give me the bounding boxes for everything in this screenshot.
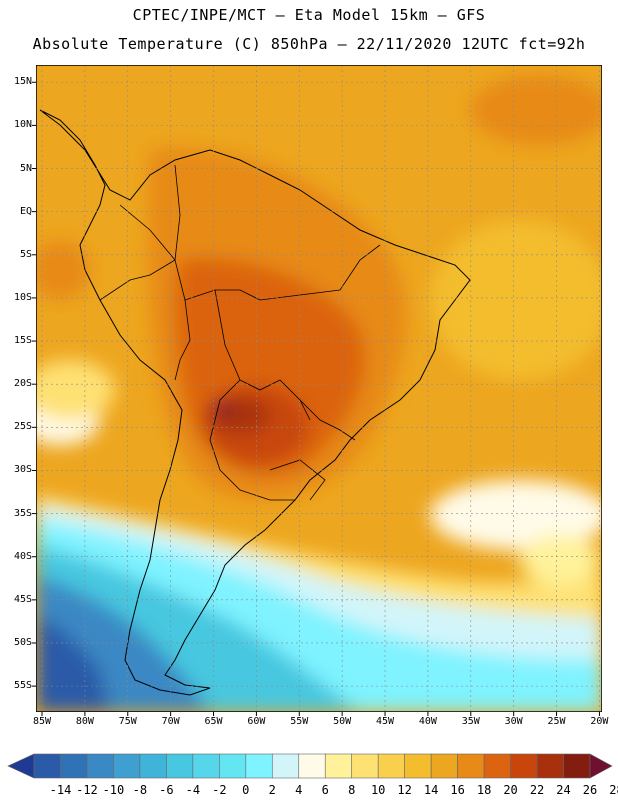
colorbar-swatch — [113, 753, 141, 779]
lat-label: 10S — [13, 291, 32, 303]
lon-label: 75W — [118, 716, 137, 727]
colorbar-label: 6 — [321, 783, 329, 797]
colorbar-label: -8 — [132, 783, 148, 797]
colorbar-label: 14 — [423, 783, 439, 797]
colorbar-swatch — [192, 753, 220, 779]
lat-label: 50S — [13, 636, 32, 648]
colorbar-label: 12 — [397, 783, 412, 797]
colorbar-label: -10 — [102, 783, 125, 797]
colorbar-label: 0 — [242, 783, 250, 797]
colorbar-swatch — [457, 753, 485, 779]
lon-label: 40W — [418, 716, 437, 727]
lat-label: 30S — [13, 464, 32, 476]
colorbar-under-arrow — [7, 753, 35, 779]
lat-label: 55S — [13, 680, 32, 692]
colorbar-label: -14 — [49, 783, 72, 797]
lon-label: 70W — [161, 716, 180, 727]
colorbar-swatch — [563, 753, 591, 779]
colorbar-label: 28 — [609, 783, 618, 797]
colorbar-swatch — [33, 753, 61, 779]
lon-label: 20W — [590, 716, 609, 727]
colorbar-label: 8 — [348, 783, 356, 797]
lat-label: 10N — [13, 119, 32, 131]
title-line-1: CPTEC/INPE/MCT – Eta Model 15km – GFS — [132, 6, 486, 24]
lon-label: 60W — [247, 716, 266, 727]
colorbar-label: 24 — [556, 783, 571, 797]
colorbar-label: -2 — [212, 783, 227, 797]
lon-label: 35W — [461, 716, 480, 727]
lat-label: 20S — [13, 378, 32, 390]
colorbar-label: 10 — [370, 783, 386, 797]
colorbar-label: 4 — [295, 783, 303, 797]
colorbar-swatch — [510, 753, 538, 779]
lat-label: 25S — [13, 421, 32, 433]
lon-label: 85W — [32, 716, 52, 727]
lon-label: 45W — [376, 716, 395, 727]
colorbar-label: 2 — [268, 783, 276, 797]
continent-outline — [39, 109, 471, 696]
colorbar-swatch — [483, 753, 511, 779]
colorbar-swatch — [377, 753, 405, 779]
lat-lon-grid — [36, 65, 602, 712]
lat-label: 5N — [19, 162, 32, 174]
colorbar-label: 22 — [529, 783, 545, 797]
colorbar-swatch — [139, 753, 167, 779]
colorbar-label: 16 — [450, 783, 465, 797]
colorbar-label: -6 — [159, 783, 174, 797]
colorbar-swatch — [219, 753, 247, 779]
colorbar-swatch — [298, 753, 326, 779]
colorbar-label: -4 — [185, 783, 201, 797]
lon-label: 55W — [290, 716, 309, 727]
colorbar-label: -12 — [76, 783, 98, 797]
colorbar-label: 18 — [476, 783, 492, 797]
colorbar-swatch — [430, 753, 458, 779]
lat-label: 45S — [13, 593, 32, 605]
lat-label: 40S — [13, 550, 32, 562]
lat-label: 15N — [13, 76, 32, 88]
colorbar-swatch — [166, 753, 194, 779]
lat-label: 35S — [13, 507, 32, 519]
colorbar-swatch — [86, 753, 114, 779]
country-borders — [99, 164, 381, 501]
title-line-2: Absolute Temperature (C) 850hPa – 22/11/… — [32, 35, 586, 53]
colorbar-label: 26 — [582, 783, 598, 797]
colorbar-swatch — [324, 753, 353, 779]
colorbar-over-arrow — [589, 753, 613, 779]
lat-label: 15S — [13, 335, 32, 347]
colorbar-swatch — [245, 753, 273, 779]
colorbar-swatch — [60, 753, 88, 779]
colorbar-label: 20 — [503, 783, 518, 797]
colorbar-swatch — [404, 753, 432, 779]
colorbar-swatch — [271, 753, 300, 779]
colorbar-swatch — [536, 753, 564, 779]
lon-label: 50W — [333, 716, 352, 727]
lat-label: EQ — [19, 205, 32, 217]
lat-label: 5S — [19, 248, 32, 260]
lon-label: 80W — [75, 716, 94, 727]
lon-label: 25W — [547, 716, 566, 727]
lon-label: 30W — [504, 716, 523, 727]
lon-label: 65W — [204, 716, 223, 727]
colorbar-swatch — [351, 753, 379, 779]
